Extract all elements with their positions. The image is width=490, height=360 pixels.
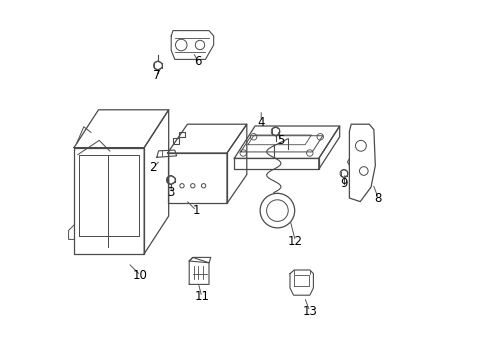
Bar	[179, 132, 185, 137]
Text: 9: 9	[340, 177, 348, 190]
Text: 10: 10	[133, 269, 148, 282]
Text: 2: 2	[149, 161, 157, 174]
Text: 11: 11	[195, 291, 209, 303]
Text: 12: 12	[288, 235, 303, 248]
Text: 7: 7	[153, 69, 161, 82]
Text: 5: 5	[277, 134, 285, 147]
Text: 6: 6	[195, 55, 202, 68]
Bar	[172, 138, 179, 144]
Text: 1: 1	[193, 204, 200, 217]
Text: 3: 3	[168, 186, 175, 199]
Text: 4: 4	[257, 116, 265, 129]
Text: 8: 8	[374, 192, 382, 204]
Text: 13: 13	[302, 305, 317, 318]
